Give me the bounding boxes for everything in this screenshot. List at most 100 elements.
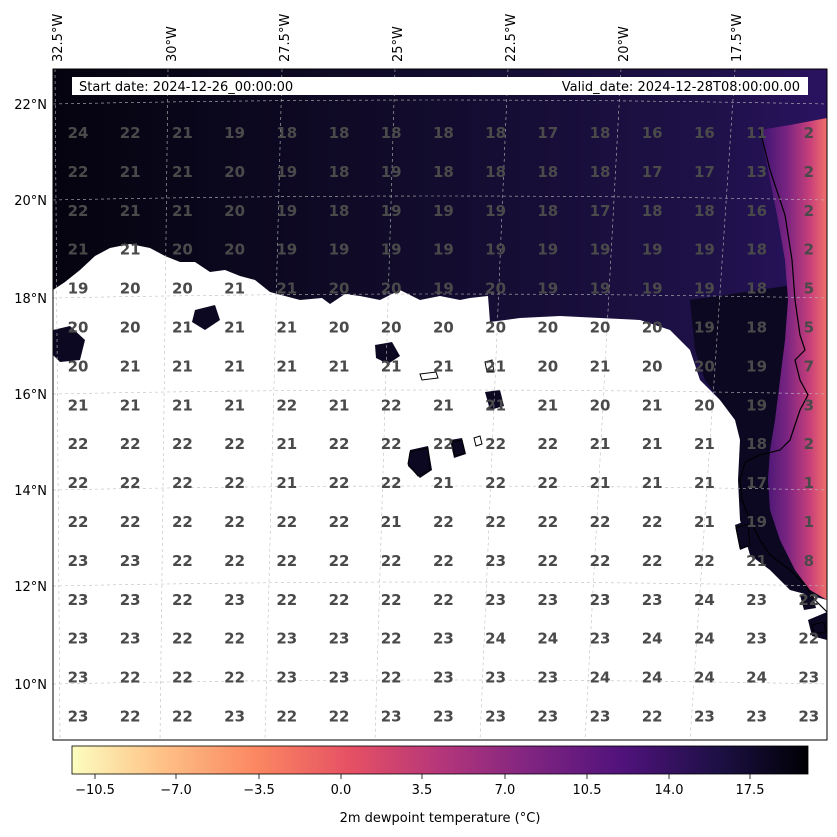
map-frame <box>52 68 828 741</box>
grid-value: 20 <box>224 163 245 181</box>
grid-value: 21 <box>433 474 454 492</box>
grid-value: 23 <box>694 708 715 726</box>
grid-value: 21 <box>485 357 506 375</box>
grid-value: 22 <box>276 396 297 414</box>
grid-value: 22 <box>485 474 506 492</box>
grid-value: 20 <box>68 357 89 375</box>
grid-value: 19 <box>746 513 767 531</box>
grid-value: 21 <box>120 241 141 259</box>
grid-value: 22 <box>329 591 350 609</box>
grid-value: 24 <box>694 630 715 648</box>
grid-value: 22 <box>172 513 193 531</box>
grid-value: 20 <box>485 319 506 337</box>
grid-value: 22 <box>276 591 297 609</box>
grid-value: 20 <box>329 319 350 337</box>
grid-value: 20 <box>642 357 663 375</box>
grid-value-labels: 24 22 21 19 18 18 18 18 18 17 18 16 16 11 222 21 21 20 19 1… <box>68 124 820 726</box>
grid-value: 19 <box>590 241 611 259</box>
grid-value: 21 <box>694 513 715 531</box>
grid-value: 19 <box>68 280 89 298</box>
grid-value: 23 <box>798 708 819 726</box>
grid-value: 18 <box>276 124 297 142</box>
grid-value: 20 <box>590 396 611 414</box>
grid-value: 22 <box>120 513 141 531</box>
grid-value: 21 <box>172 396 193 414</box>
colorbar-tick-label: 17.5 <box>736 783 765 798</box>
latitude-label: 22°N <box>14 98 47 113</box>
grid-value: 18 <box>694 202 715 220</box>
grid-value: 18 <box>433 163 454 181</box>
grid-value: 22 <box>224 669 245 687</box>
grid-value: 22 <box>329 435 350 453</box>
grid-value: 22 <box>68 202 89 220</box>
grid-value: 20 <box>642 319 663 337</box>
grid-value: 23 <box>433 708 454 726</box>
grid-value: 22 <box>798 630 819 648</box>
coastline <box>739 129 827 613</box>
grid-value: 21 <box>120 396 141 414</box>
grid-value: 7 <box>804 357 814 375</box>
grid-value: 19 <box>381 163 402 181</box>
grid-value: 22 <box>68 474 89 492</box>
longitude-label: 22.5°W <box>504 14 519 62</box>
grid-value: 18 <box>746 280 767 298</box>
colorbar-ticks: −10.5 −7.0 −3.5 0.0 3.5 7.0 10.5 14.0 17.5 <box>75 774 764 798</box>
grid-value: 22 <box>120 669 141 687</box>
grid-value: 21 <box>433 357 454 375</box>
grid-value: 19 <box>329 241 350 259</box>
grid-value: 23 <box>68 708 89 726</box>
grid-value: 22 <box>68 513 89 531</box>
grid-value: 22 <box>224 513 245 531</box>
colorbar-label: 2m dewpoint temperature (°C) <box>340 811 541 826</box>
colorbar-tick-label: 10.5 <box>573 783 602 798</box>
grid-value: 1 <box>804 474 814 492</box>
grid-value: 11 <box>746 124 767 142</box>
grid-value: 23 <box>68 669 89 687</box>
colorbar-tick-label: −3.5 <box>243 783 275 798</box>
grid-value: 22 <box>642 513 663 531</box>
grid-value: 17 <box>590 202 611 220</box>
grid-value: 21 <box>276 474 297 492</box>
grid-value: 21 <box>381 357 402 375</box>
grid-value: 19 <box>694 241 715 259</box>
latitude-label: 20°N <box>14 194 47 209</box>
grid-value: 18 <box>537 163 558 181</box>
grid-value: 21 <box>120 357 141 375</box>
grid-value: 16 <box>694 124 715 142</box>
grid-value: 20 <box>329 280 350 298</box>
grid-value: 22 <box>120 435 141 453</box>
grid-value: 21 <box>224 396 245 414</box>
grid-value: 21 <box>276 357 297 375</box>
grid-value: 17 <box>642 163 663 181</box>
grid-value: 20 <box>120 319 141 337</box>
grid-value: 23 <box>485 552 506 570</box>
grid-value: 22 <box>329 708 350 726</box>
longitude-label: 17.5°W <box>730 14 745 62</box>
grid-value: 22 <box>172 552 193 570</box>
grid-value: 21 <box>224 357 245 375</box>
grid-value: 20 <box>224 241 245 259</box>
grid-value: 19 <box>537 280 558 298</box>
grid-value: 24 <box>642 669 663 687</box>
grid-value: 19 <box>433 241 454 259</box>
grid-value: 21 <box>485 396 506 414</box>
grid-value: 22 <box>537 435 558 453</box>
longitude-label: 20°W <box>617 26 632 62</box>
colorbar-tick-label: 3.5 <box>412 783 433 798</box>
grid-value: 5 <box>804 280 814 298</box>
grid-value: 21 <box>590 474 611 492</box>
grid-value: 16 <box>746 202 767 220</box>
grid-value: 23 <box>381 708 402 726</box>
grid-value: 19 <box>276 202 297 220</box>
grid-value: 19 <box>590 280 611 298</box>
grid-value: 18 <box>746 241 767 259</box>
grid-value: 22 <box>433 435 454 453</box>
date-header-box <box>72 77 808 95</box>
valid-date-label: Valid_date: 2024-12-28T08:00:00.00 <box>562 80 800 95</box>
colorbar-tick-label: −7.0 <box>160 783 192 798</box>
grid-value: 2 <box>804 435 814 453</box>
grid-value: 20 <box>694 396 715 414</box>
longitude-label: 30°W <box>165 26 180 62</box>
grid-value: 22 <box>172 630 193 648</box>
grid-value: 21 <box>172 124 193 142</box>
